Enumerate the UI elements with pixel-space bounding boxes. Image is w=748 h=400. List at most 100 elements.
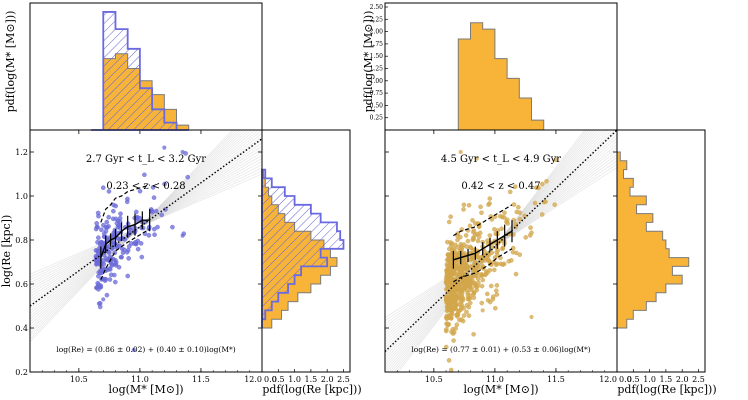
scatter-point <box>108 272 114 278</box>
scatter-point <box>452 301 458 307</box>
scatter-point <box>128 241 134 246</box>
scatter-point <box>446 219 452 225</box>
scatter-point <box>150 185 156 190</box>
scatter-point <box>553 157 559 163</box>
scatter-point <box>103 228 109 234</box>
y-tick-label: 0.6 <box>15 280 28 289</box>
scatter-point <box>450 327 456 332</box>
x-tick-label: 10.5 <box>425 375 443 384</box>
top-hist-y-tick-label: 1.75 <box>370 41 384 48</box>
scatter-point <box>463 233 469 238</box>
scatter-point <box>491 267 497 273</box>
scatter-point <box>529 230 534 236</box>
scatter-point <box>511 217 516 223</box>
scatter-point <box>487 196 493 201</box>
scatter-point <box>461 266 467 271</box>
side-hist-x-tick-label: 2.0 <box>321 375 334 384</box>
x-tick-label: 11.0 <box>131 375 149 384</box>
x-tick-label: 10.5 <box>70 375 88 384</box>
scatter-point <box>466 202 472 208</box>
scatter-point <box>101 297 106 302</box>
x-tick-label: 12.0 <box>599 375 617 384</box>
redshift-range-label: 0.42 < z < 0.47 <box>461 181 540 192</box>
scatter-point <box>99 227 104 233</box>
scatter-point <box>478 204 483 210</box>
lookback-range-label: 4.5 Gyr < t_L < 4.9 Gyr <box>441 154 561 165</box>
scatter-point <box>540 181 545 187</box>
scatter-point <box>517 216 523 222</box>
scatter-point <box>473 221 478 226</box>
scatter-point <box>487 259 492 264</box>
scatter-point <box>460 318 466 324</box>
scatter-point <box>122 247 127 253</box>
scatter-point <box>105 235 111 241</box>
scatter-point <box>446 358 452 363</box>
scatter-point <box>98 283 103 288</box>
scatter-point <box>460 285 465 291</box>
fit-bundle-line <box>30 173 262 275</box>
scatter-point <box>444 296 449 302</box>
redshift-range-label: 0.23 < z < 0.28 <box>106 181 185 192</box>
scatter-point <box>490 296 496 302</box>
side-hist-x-axis-label: pdf(log(Re [kpc])) <box>262 383 361 396</box>
scatter-point <box>131 347 136 353</box>
side-hist-filled <box>616 151 690 329</box>
scatter-point <box>461 313 467 318</box>
scatter-point <box>499 226 504 232</box>
scatter-point <box>113 279 118 285</box>
scatter-point <box>486 202 491 207</box>
scatter-point <box>447 273 452 278</box>
scatter-point <box>479 283 485 289</box>
top-hist-y-axis-label: pdf(log(M* [M⊙])) <box>362 11 375 113</box>
scatter-point <box>185 174 191 180</box>
scatter-point <box>118 211 123 217</box>
side-hist-x-tick-label: 0.5 <box>272 375 285 384</box>
scatter-point <box>511 202 517 207</box>
scatter-point <box>125 273 131 279</box>
scatter-point <box>114 220 120 226</box>
scatter-point <box>444 262 450 267</box>
scatter-point <box>539 212 545 217</box>
scatter-point <box>448 254 454 259</box>
scatter-point <box>492 227 497 232</box>
scatter-point <box>443 315 449 320</box>
scatter-point <box>464 288 470 293</box>
scatter-point <box>493 305 498 311</box>
side-hist-frame <box>616 129 706 373</box>
scatter-point <box>467 223 473 229</box>
scatter-point <box>106 214 111 220</box>
top-hist-filled <box>446 22 545 131</box>
scatter-point <box>517 210 523 215</box>
fit-equation-label: log(Re) = (0.86 ± 0.02) + (0.40 ± 0.10)l… <box>56 345 235 354</box>
fit-bundle-line <box>30 170 262 278</box>
side-hist-x-tick-label: 2.5 <box>692 375 705 384</box>
scatter-point <box>471 331 476 337</box>
scatter-point <box>493 262 499 267</box>
scatter-point <box>470 218 475 223</box>
scatter-point <box>467 244 473 250</box>
scatter-point <box>455 312 461 317</box>
scatter-point <box>458 307 464 312</box>
percentile-16-line <box>100 228 150 280</box>
lookback-range-label: 2.7 Gyr < t_L < 3.2 Gyr <box>86 154 206 165</box>
scatter-point <box>455 245 461 250</box>
scatter-point <box>133 209 139 215</box>
scatter-point <box>94 224 100 230</box>
scatter-point <box>469 274 475 279</box>
scatter-point <box>96 213 101 219</box>
scatter-point <box>506 258 512 264</box>
side-hist-x-tick-label: 0.0 <box>619 375 632 384</box>
scatter-point <box>480 277 486 283</box>
scatter-point <box>135 246 141 252</box>
fit-equation-label: log(Re) = (0.77 ± 0.01) + (0.53 ± 0.06)l… <box>411 345 590 354</box>
scatter-point <box>475 254 481 260</box>
scatter-point <box>452 288 458 293</box>
scatter-point <box>126 256 131 261</box>
scatter-point <box>516 204 521 210</box>
scatter-point <box>471 290 477 295</box>
x-tick-label: 11.5 <box>547 375 565 384</box>
scatter-point <box>448 367 454 372</box>
scatter-point <box>467 293 473 298</box>
scatter-point <box>487 299 493 305</box>
